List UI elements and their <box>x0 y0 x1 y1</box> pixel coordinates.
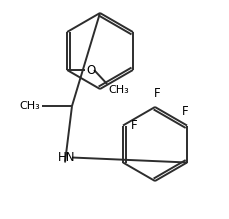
Text: HN: HN <box>58 151 75 164</box>
Text: F: F <box>153 87 160 100</box>
Text: CH₃: CH₃ <box>19 101 40 111</box>
Text: CH₃: CH₃ <box>108 85 128 95</box>
Text: F: F <box>181 106 188 118</box>
Text: O: O <box>86 64 95 76</box>
Text: F: F <box>130 119 137 132</box>
